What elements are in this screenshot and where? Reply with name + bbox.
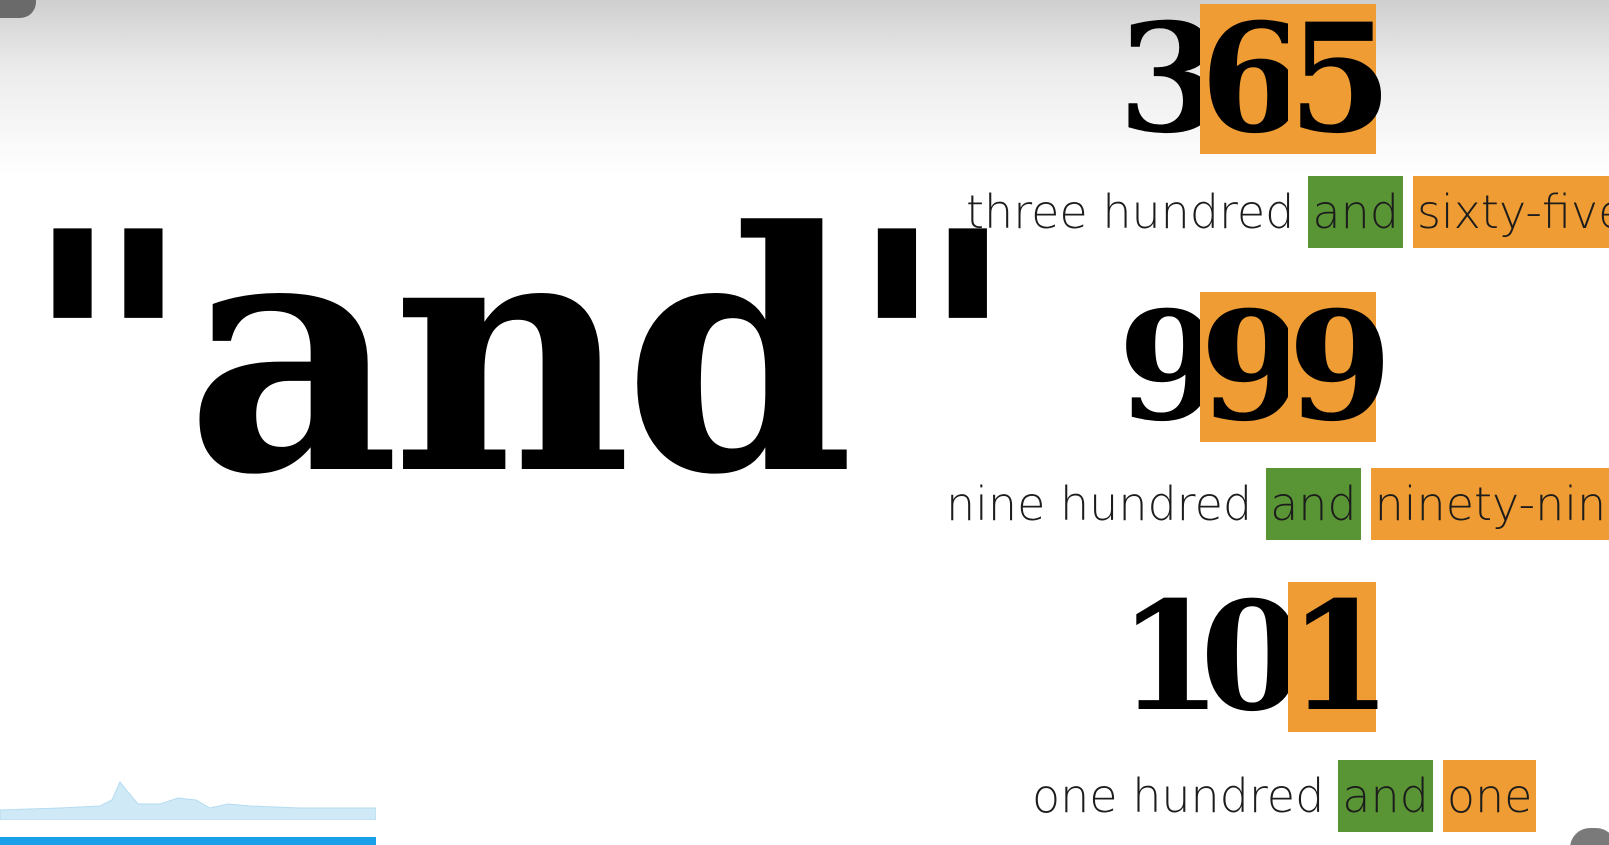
digit-ones: 5 (1288, 0, 1393, 167)
playback-progress-bar[interactable] (0, 837, 376, 845)
digit-ones: 1 (1288, 569, 1393, 745)
big-word-and: "and" (22, 159, 1018, 547)
player-control-badge[interactable] (0, 0, 36, 18)
digit-ones: 9 (1288, 279, 1393, 455)
phrase-hundreds-part: one hundred (1032, 769, 1325, 823)
digit-tens: 9 (1200, 279, 1305, 455)
digit-tens: 6 (1200, 0, 1305, 167)
number-101: 1 0 1 (1118, 569, 1393, 745)
number-999: 9 9 9 (1118, 279, 1393, 455)
phrase-and-word: and (1308, 176, 1403, 248)
phrase-and-word: and (1266, 468, 1361, 540)
phrase-tens-ones-part: one (1442, 760, 1537, 832)
audio-waveform (0, 781, 376, 820)
phrase-999: nine hundred and ninety-nine (942, 468, 1609, 540)
phrase-tens-ones-part: sixty-five (1412, 176, 1609, 248)
digit-hundreds: 9 (1118, 279, 1223, 455)
number-365: 3 6 5 (1118, 0, 1393, 167)
phrase-101: one hundred and one (1028, 760, 1537, 832)
digit-hundreds: 1 (1118, 569, 1223, 745)
phrase-and-word: and (1338, 760, 1433, 832)
phrase-tens-ones-part: ninety-nine (1370, 468, 1609, 540)
digit-tens: 0 (1200, 569, 1305, 745)
phrase-hundreds-part: three hundred (966, 185, 1295, 239)
digit-hundreds: 3 (1118, 0, 1223, 167)
player-settings-badge[interactable] (1570, 828, 1609, 845)
phrase-365: three hundred and sixty-five (962, 176, 1609, 248)
phrase-hundreds-part: nine hundred (946, 477, 1253, 531)
